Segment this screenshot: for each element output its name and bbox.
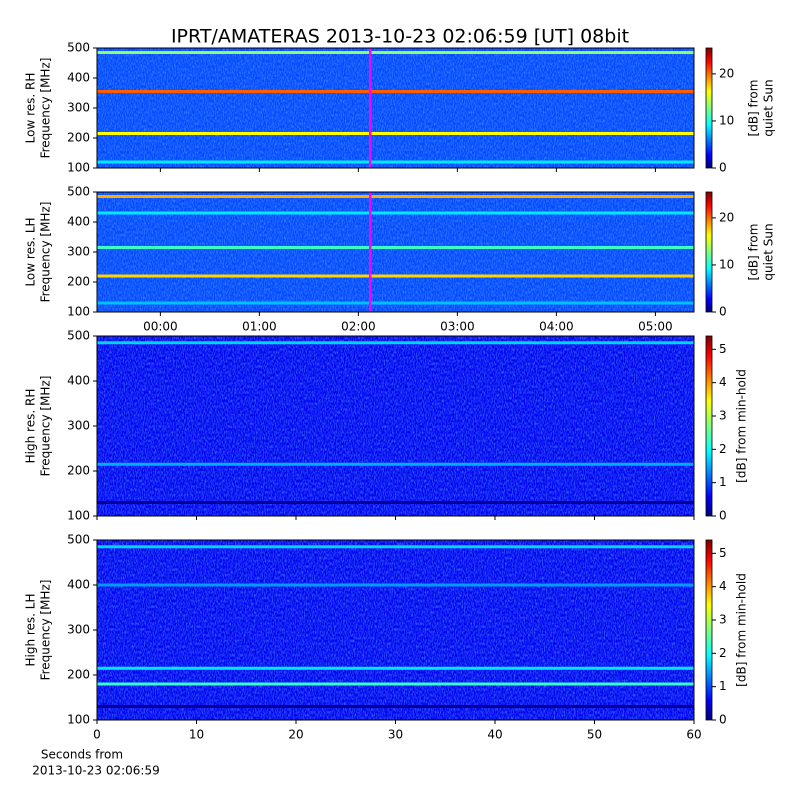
y-axis-label: High res. LH bbox=[24, 593, 38, 666]
colorbar-label: quiet Sun bbox=[762, 223, 776, 280]
colorbar-label: [dB] from min-hold bbox=[735, 573, 749, 687]
emission-band bbox=[97, 462, 694, 466]
y-tick-label: 500 bbox=[67, 533, 90, 547]
y-tick-label: 300 bbox=[67, 419, 90, 433]
emission-band bbox=[97, 160, 694, 164]
y-tick-label: 300 bbox=[67, 623, 90, 637]
x-tick-label: 01:00 bbox=[242, 320, 277, 334]
x-tick-label: 50 bbox=[587, 728, 602, 742]
colorbar-tick-label: 10 bbox=[719, 257, 734, 271]
x-tick-label: 00:00 bbox=[143, 320, 178, 334]
x-axis-label: Seconds from bbox=[41, 748, 123, 762]
colorbar-tick-label: 1 bbox=[719, 475, 727, 489]
emission-band bbox=[97, 666, 694, 670]
colorbar-tick-label: 4 bbox=[719, 375, 727, 389]
colorbar bbox=[705, 539, 713, 721]
x-tick-label: 03:00 bbox=[440, 320, 475, 334]
y-tick-label: 200 bbox=[67, 668, 90, 682]
y-tick-label: 100 bbox=[67, 713, 90, 727]
x-tick-label: 40 bbox=[487, 728, 502, 742]
y-axis-label: High res. RH bbox=[24, 389, 38, 464]
emission-band bbox=[97, 132, 694, 135]
emission-band bbox=[97, 682, 694, 686]
y-tick-label: 100 bbox=[67, 161, 90, 175]
emission-band bbox=[97, 301, 694, 305]
y-axis-label: Low res. LH bbox=[24, 217, 38, 286]
emission-band bbox=[97, 705, 694, 708]
colorbar bbox=[705, 47, 713, 169]
y-tick-label: 500 bbox=[67, 185, 90, 199]
y-tick-label: 400 bbox=[67, 374, 90, 388]
emission-band bbox=[97, 545, 694, 549]
x-tick-label: 0 bbox=[93, 728, 101, 742]
colorbar-label: quiet Sun bbox=[762, 79, 776, 136]
colorbar-tick-label: 4 bbox=[719, 579, 727, 593]
y-tick-label: 400 bbox=[67, 578, 90, 592]
colorbar-tick-label: 20 bbox=[719, 210, 734, 224]
y-axis-label: Frequency [MHz] bbox=[39, 376, 53, 477]
y-tick-label: 400 bbox=[67, 215, 90, 229]
x-tick-label: 10 bbox=[189, 728, 204, 742]
y-tick-label: 400 bbox=[67, 71, 90, 85]
y-axis-label: Frequency [MHz] bbox=[39, 580, 53, 681]
colorbar-tick-label: 2 bbox=[719, 442, 727, 456]
noise-texture bbox=[97, 540, 694, 720]
y-tick-label: 200 bbox=[67, 131, 90, 145]
y-tick-label: 300 bbox=[67, 101, 90, 115]
x-tick-label: 30 bbox=[388, 728, 403, 742]
colorbar-tick-label: 0 bbox=[719, 305, 727, 319]
colorbar-tick-label: 5 bbox=[719, 342, 727, 356]
colorbar bbox=[705, 191, 713, 313]
emission-band bbox=[97, 274, 694, 278]
figure-title: IPRT/AMATERAS 2013-10-23 02:06:59 [UT] 0… bbox=[171, 26, 629, 48]
colorbar-tick-label: 1 bbox=[719, 679, 727, 693]
emission-band bbox=[97, 501, 694, 504]
colorbar-tick-label: 2 bbox=[719, 646, 727, 660]
emission-band bbox=[97, 583, 694, 587]
emission-band bbox=[97, 51, 694, 54]
colorbar-tick-label: 5 bbox=[719, 546, 727, 560]
colorbar-tick-label: 20 bbox=[719, 66, 734, 80]
noise-texture bbox=[97, 48, 694, 168]
colorbar-label: [dB] from bbox=[747, 80, 761, 137]
noise-texture bbox=[97, 192, 694, 312]
colorbar bbox=[705, 335, 713, 517]
y-axis-label: Frequency [MHz] bbox=[39, 202, 53, 303]
colorbar-tick-label: 3 bbox=[719, 613, 727, 627]
y-tick-label: 100 bbox=[67, 305, 90, 319]
y-tick-label: 200 bbox=[67, 275, 90, 289]
y-tick-label: 500 bbox=[67, 329, 90, 343]
colorbar-tick-label: 3 bbox=[719, 409, 727, 423]
y-tick-label: 200 bbox=[67, 464, 90, 478]
noise-texture bbox=[97, 336, 694, 516]
x-tick-label: 60 bbox=[686, 728, 701, 742]
colorbar-tick-label: 0 bbox=[719, 713, 727, 727]
x-axis-label: 2013-10-23 02:06:59 bbox=[32, 764, 159, 778]
emission-band bbox=[97, 90, 694, 93]
x-tick-label: 05:00 bbox=[638, 320, 673, 334]
colorbar-tick-label: 0 bbox=[719, 509, 727, 523]
y-axis-label: Frequency [MHz] bbox=[39, 58, 53, 159]
y-tick-label: 100 bbox=[67, 509, 90, 523]
emission-band bbox=[97, 341, 694, 345]
x-tick-label: 20 bbox=[288, 728, 303, 742]
emission-band bbox=[97, 211, 694, 215]
x-tick-label: 04:00 bbox=[539, 320, 574, 334]
y-tick-label: 300 bbox=[67, 245, 90, 259]
emission-band bbox=[97, 195, 694, 198]
emission-band bbox=[97, 246, 694, 249]
x-tick-label: 02:00 bbox=[341, 320, 376, 334]
colorbar-tick-label: 0 bbox=[719, 161, 727, 175]
y-tick-label: 500 bbox=[67, 41, 90, 55]
colorbar-tick-label: 10 bbox=[719, 113, 734, 127]
y-axis-label: Low res. RH bbox=[24, 73, 38, 144]
colorbar-label: [dB] from bbox=[747, 224, 761, 281]
colorbar-label: [dB] from min-hold bbox=[735, 369, 749, 483]
